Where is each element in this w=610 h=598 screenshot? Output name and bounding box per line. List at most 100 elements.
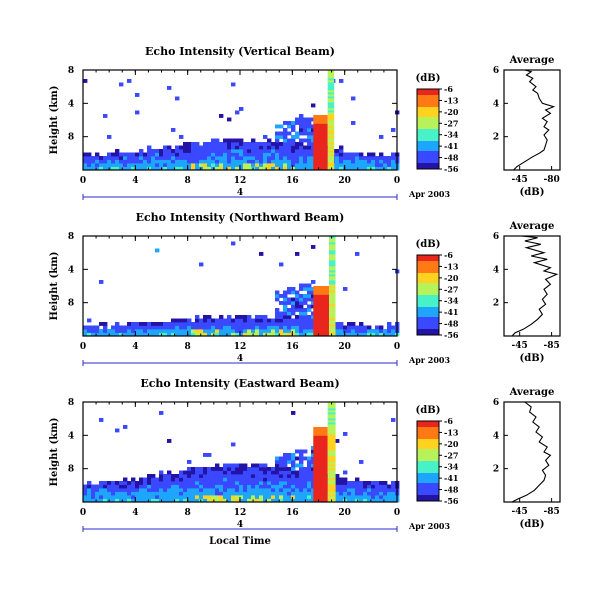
colorbar-tick-label: -48 bbox=[444, 319, 459, 329]
average-x-tick-label: -45 bbox=[512, 175, 528, 185]
echo-cell bbox=[383, 488, 388, 492]
echo-cell bbox=[199, 329, 204, 333]
echo-cell bbox=[227, 477, 232, 482]
echo-cell bbox=[231, 138, 236, 143]
echo-cell bbox=[383, 495, 388, 499]
colorbar-swatch bbox=[417, 313, 439, 316]
echo-cell bbox=[351, 96, 356, 101]
echo-cell bbox=[351, 322, 356, 326]
echo-cell bbox=[271, 145, 276, 150]
echo-cell bbox=[151, 325, 156, 330]
echo-cell bbox=[287, 166, 292, 171]
echo-cell bbox=[295, 318, 300, 323]
echo-cell bbox=[247, 145, 252, 150]
echo-cell bbox=[371, 484, 376, 489]
echo-cell bbox=[239, 488, 244, 492]
echo-cell bbox=[155, 152, 160, 157]
colorbar-tick-label: -56 bbox=[444, 164, 459, 174]
echo-cell bbox=[263, 484, 268, 489]
echo-cell bbox=[195, 156, 200, 160]
echo-cell bbox=[123, 425, 128, 429]
echo-cell bbox=[187, 491, 192, 496]
echo-cell bbox=[303, 318, 308, 323]
echo-cell bbox=[203, 315, 208, 319]
echo-cell bbox=[139, 322, 144, 326]
echo-cell bbox=[351, 498, 356, 503]
rain-column-cell bbox=[313, 493, 328, 496]
colorbar-swatch bbox=[417, 441, 439, 444]
plume-cell bbox=[327, 110, 335, 113]
plume-cell bbox=[327, 408, 336, 411]
echo-cell bbox=[311, 290, 316, 295]
colorbar-swatch bbox=[417, 473, 439, 476]
echo-cell bbox=[275, 124, 280, 129]
echo-cell bbox=[275, 156, 280, 160]
echo-cell bbox=[163, 145, 168, 150]
rain-column-cell bbox=[313, 304, 329, 307]
echo-cell bbox=[307, 145, 312, 150]
echo-cell bbox=[291, 163, 296, 167]
echo-cell bbox=[203, 484, 208, 489]
echo-cell bbox=[279, 456, 284, 461]
echo-cell bbox=[295, 325, 300, 330]
echo-cell bbox=[135, 332, 140, 337]
echo-cell bbox=[95, 332, 100, 337]
rain-column-cell bbox=[313, 118, 328, 121]
echo-cell bbox=[231, 159, 236, 164]
echo-cell bbox=[287, 142, 292, 146]
echo-cell bbox=[279, 142, 284, 146]
echo-cell bbox=[335, 491, 340, 496]
echo-cell bbox=[311, 318, 316, 323]
echo-cell bbox=[159, 152, 164, 157]
echo-cell bbox=[379, 152, 384, 157]
month-label: Apr 2003 bbox=[408, 521, 451, 531]
echo-cell bbox=[291, 297, 296, 302]
echo-cell bbox=[179, 156, 184, 160]
echo-cell bbox=[235, 156, 240, 160]
echo-cell bbox=[147, 477, 152, 482]
average-x-tick-label: -80 bbox=[543, 175, 559, 185]
echo-cell bbox=[279, 131, 284, 136]
echo-cell bbox=[335, 495, 340, 499]
echo-cell bbox=[223, 159, 228, 164]
echo-cell bbox=[299, 470, 304, 475]
echo-cell bbox=[211, 149, 216, 153]
echo-cell bbox=[179, 481, 184, 485]
plume-cell bbox=[329, 246, 336, 249]
echo-cell bbox=[239, 142, 244, 146]
echo-cell bbox=[247, 498, 252, 503]
echo-cell bbox=[271, 142, 276, 146]
echo-cell bbox=[183, 152, 188, 157]
echo-cell bbox=[159, 481, 164, 485]
echo-cell bbox=[255, 484, 260, 489]
y-tick-label: 8 bbox=[68, 465, 74, 475]
echo-cell bbox=[175, 322, 180, 326]
echo-cell bbox=[351, 325, 356, 330]
echo-cell bbox=[123, 156, 128, 160]
echo-cell bbox=[275, 145, 280, 150]
echo-cell bbox=[307, 142, 312, 146]
echo-cell bbox=[243, 491, 248, 496]
echo-cell bbox=[299, 283, 304, 288]
echo-cell bbox=[303, 484, 308, 489]
echo-cell bbox=[359, 159, 364, 164]
echo-cell bbox=[227, 498, 232, 503]
rain-column-cell bbox=[313, 148, 328, 151]
echo-cell bbox=[147, 495, 152, 499]
echo-cell bbox=[187, 329, 192, 333]
echo-cell bbox=[311, 491, 316, 496]
echo-cell bbox=[307, 166, 312, 171]
plume-cell bbox=[329, 290, 336, 293]
echo-cell bbox=[95, 329, 100, 333]
echo-cell bbox=[223, 491, 228, 496]
echo-cell bbox=[275, 491, 280, 496]
echo-cell bbox=[195, 149, 200, 153]
plume-cell bbox=[327, 452, 336, 455]
echo-cell bbox=[387, 322, 392, 326]
rain-column-cell bbox=[313, 490, 328, 493]
rain-column-cell bbox=[313, 296, 329, 299]
echo-cell bbox=[167, 488, 172, 492]
echo-cell bbox=[243, 166, 248, 171]
echo-cell bbox=[275, 477, 280, 482]
echo-cell bbox=[267, 145, 272, 150]
